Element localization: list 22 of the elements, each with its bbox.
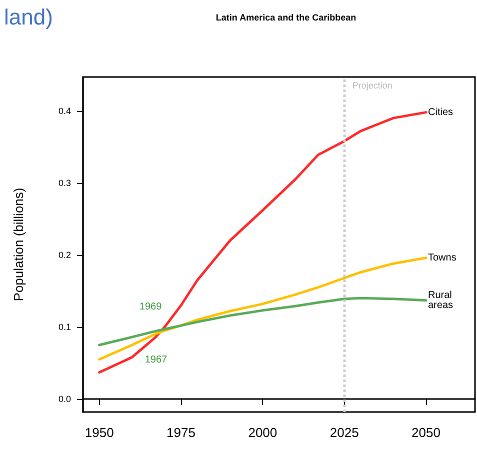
text: land): [4, 4, 53, 30]
ref-line-label: Projection: [352, 80, 392, 90]
x-tick-label: 1975: [166, 425, 196, 440]
line-series: [98, 296, 428, 346]
x-tick-label: 2000: [248, 425, 278, 440]
x-tick-label: 1950: [84, 425, 114, 440]
series-label: Towns: [428, 252, 456, 264]
series-label: Rural areas: [428, 290, 455, 311]
annotation: 1967: [144, 354, 168, 366]
y-axis-title: Population (billions): [11, 188, 26, 302]
series-label: Cities: [428, 106, 454, 118]
y-tick-label: 0.3: [58, 178, 71, 188]
line-series: [98, 256, 428, 361]
line-series: [98, 111, 428, 374]
y-tick-label: 0.4: [58, 106, 71, 116]
annotation: 1969: [139, 302, 162, 313]
x-tick-label: 2050: [412, 425, 440, 440]
x-tick-label: 2025: [330, 425, 359, 440]
y-tick-label: 0.2: [58, 250, 71, 260]
y-tick-label: 0.0: [58, 394, 71, 404]
chart-title: Latin America and the Caribbean: [216, 12, 356, 22]
y-tick-label: 0.1: [58, 322, 71, 332]
